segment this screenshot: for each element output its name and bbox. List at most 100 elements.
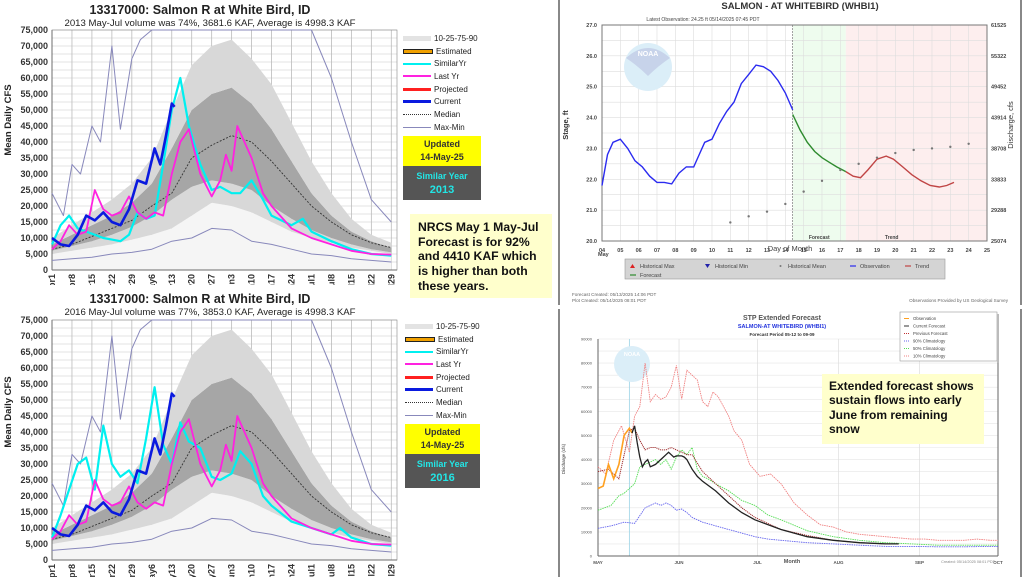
x-tick-label: Jul29	[386, 564, 396, 577]
legend-swatch	[405, 414, 433, 416]
legend-label: 50% Climatology	[913, 346, 946, 351]
usgs-credit: Observations Provided by US Geological S…	[909, 298, 1009, 303]
triangle-up-icon	[630, 264, 635, 268]
historical-mean-point	[930, 147, 934, 150]
y-tick-label: 15,000	[20, 217, 48, 227]
legend-2016: 10-25-75-90 Estimated SimilarYr Last Yr Proj…	[405, 320, 480, 488]
forecast-region-label: Forecast	[809, 235, 830, 241]
nrcs-chart-2016-svg: 13317000: Salmon R at White Bird, ID 201…	[3, 292, 398, 582]
legend-swatch	[405, 336, 435, 342]
legend-item-estimated: Estimated	[403, 45, 481, 58]
x-tick-label: 20	[892, 248, 898, 254]
y-axis-label: Stage, ft	[561, 110, 570, 140]
y-tick-label: 15,000	[20, 507, 48, 517]
plot-created: Plot Created: 05/14/2025 08:01 PDT	[572, 298, 647, 303]
chart-title: 13317000: Salmon R at White Bird, ID	[90, 292, 311, 306]
y-tick-label: 35,000	[20, 443, 48, 453]
updated-badge: Updated 14-May-25	[403, 135, 481, 166]
historical-mean-point	[967, 142, 970, 145]
legend-item-similaryr: SimilarYr	[403, 57, 481, 70]
series-max	[51, 319, 392, 513]
x-tick-label: Jun17	[267, 564, 277, 577]
y-tick-label: 50,000	[20, 395, 48, 405]
legend-shadow	[997, 314, 999, 363]
y-tick-label: 23.0	[586, 146, 597, 152]
y-tick-label: 26.0	[586, 54, 597, 60]
y-tick-label: 21.0	[586, 208, 597, 214]
trend-region-label: Trend	[885, 235, 899, 241]
y-tick-label: 60,000	[20, 73, 48, 83]
updated-date: 14-May-25	[420, 151, 464, 162]
y-tick-label: 24.0	[586, 116, 597, 122]
legend-item-current: Current	[403, 95, 481, 108]
x-tick-label: 04	[599, 248, 606, 254]
x-tick-label: JUN	[675, 560, 684, 565]
x-tick-label: Apr8	[67, 274, 77, 285]
legend-item-observation: Observation	[850, 264, 890, 270]
x-tick-label: Apr8	[67, 564, 77, 577]
y2-tick-label: 29288	[991, 208, 1006, 214]
historical-mean-point	[765, 210, 769, 213]
series-previous-forecast	[597, 427, 899, 545]
series-current	[51, 102, 176, 248]
legend-swatch	[405, 401, 433, 403]
legend-item-10-climatology: 10% Climatology	[904, 354, 946, 359]
historical-mean-point	[912, 148, 915, 152]
x-tick-label: Apr15	[87, 564, 97, 577]
x-tick-label: Jun10	[247, 564, 257, 577]
y-tick-label: 75,000	[20, 25, 48, 35]
legend-swatch	[405, 363, 433, 366]
historical-mean-point	[949, 145, 952, 149]
x-tick-label: 16	[819, 248, 825, 254]
plot-border	[601, 24, 988, 242]
x-tick-label: 15	[801, 248, 807, 254]
x-axis-label: Day of Month	[768, 244, 813, 253]
x-tick-label: May6	[147, 564, 157, 577]
x-tick-label: Apr1	[47, 564, 57, 577]
y-tick-label: 40,000	[20, 137, 48, 147]
x-tick-label: 22	[929, 248, 935, 254]
similar-year-label: Similar Year	[416, 170, 468, 181]
y-tick-label: 0	[590, 554, 593, 559]
x-tick-label: 12	[746, 248, 752, 254]
legend-item-10-25-75-90: 10-25-75-90	[403, 32, 481, 45]
x-tick-label: 17	[837, 248, 843, 254]
historical-mean-point	[875, 156, 879, 159]
x-tick-label: Jun24	[287, 564, 297, 577]
y-tick-label: 65,000	[20, 347, 48, 357]
y-tick-label: 80000	[581, 361, 593, 366]
x-tick-label: Jul22	[366, 274, 376, 285]
legend-label: 10% Climatology	[913, 354, 946, 359]
series-observation	[597, 426, 633, 490]
x-tick-label: Jun3	[227, 564, 237, 577]
x-tick-label: 14	[782, 248, 789, 254]
legend-swatch	[405, 350, 433, 353]
y-tick-label: 35,000	[20, 153, 48, 163]
legend-swatch	[403, 62, 431, 65]
noaa-logo-text: NOAA	[638, 51, 659, 58]
series-trend	[845, 155, 955, 188]
y-tick-label: 5,000	[25, 249, 48, 259]
x-tick-label: Jun10	[247, 274, 257, 285]
x-tick-label: Jul22	[366, 564, 376, 577]
legend-item-historical-min: Historical Min	[705, 264, 748, 270]
series-last-yr	[51, 125, 392, 256]
noaa-logo-icon: NOAA	[624, 43, 672, 91]
legend-label: Observation	[913, 316, 937, 321]
updated-badge: Updated 14-May-25	[405, 423, 480, 454]
legend-item-current-forecast: Current Forecast	[904, 324, 946, 329]
x-tick-label: 07	[654, 248, 660, 254]
series-median	[51, 425, 392, 540]
legend-label: Last Yr	[434, 71, 460, 81]
y-tick-label: 10000	[581, 529, 593, 534]
nrcs-chart-2013-svg: 13317000: Salmon R at White Bird, ID 201…	[3, 3, 398, 302]
x-tick-label: May13	[167, 274, 177, 285]
x-tick-label: Apr22	[107, 274, 117, 285]
y-tick-label: 20,000	[20, 201, 48, 211]
series-50-climatology	[597, 446, 998, 546]
legend-item-projected: Projected	[405, 371, 480, 384]
x-tick-label: Apr22	[107, 564, 117, 577]
x-tick-label: 11	[727, 248, 733, 254]
x-tick-label: Jul1	[306, 564, 316, 577]
legend-swatch	[403, 113, 431, 115]
